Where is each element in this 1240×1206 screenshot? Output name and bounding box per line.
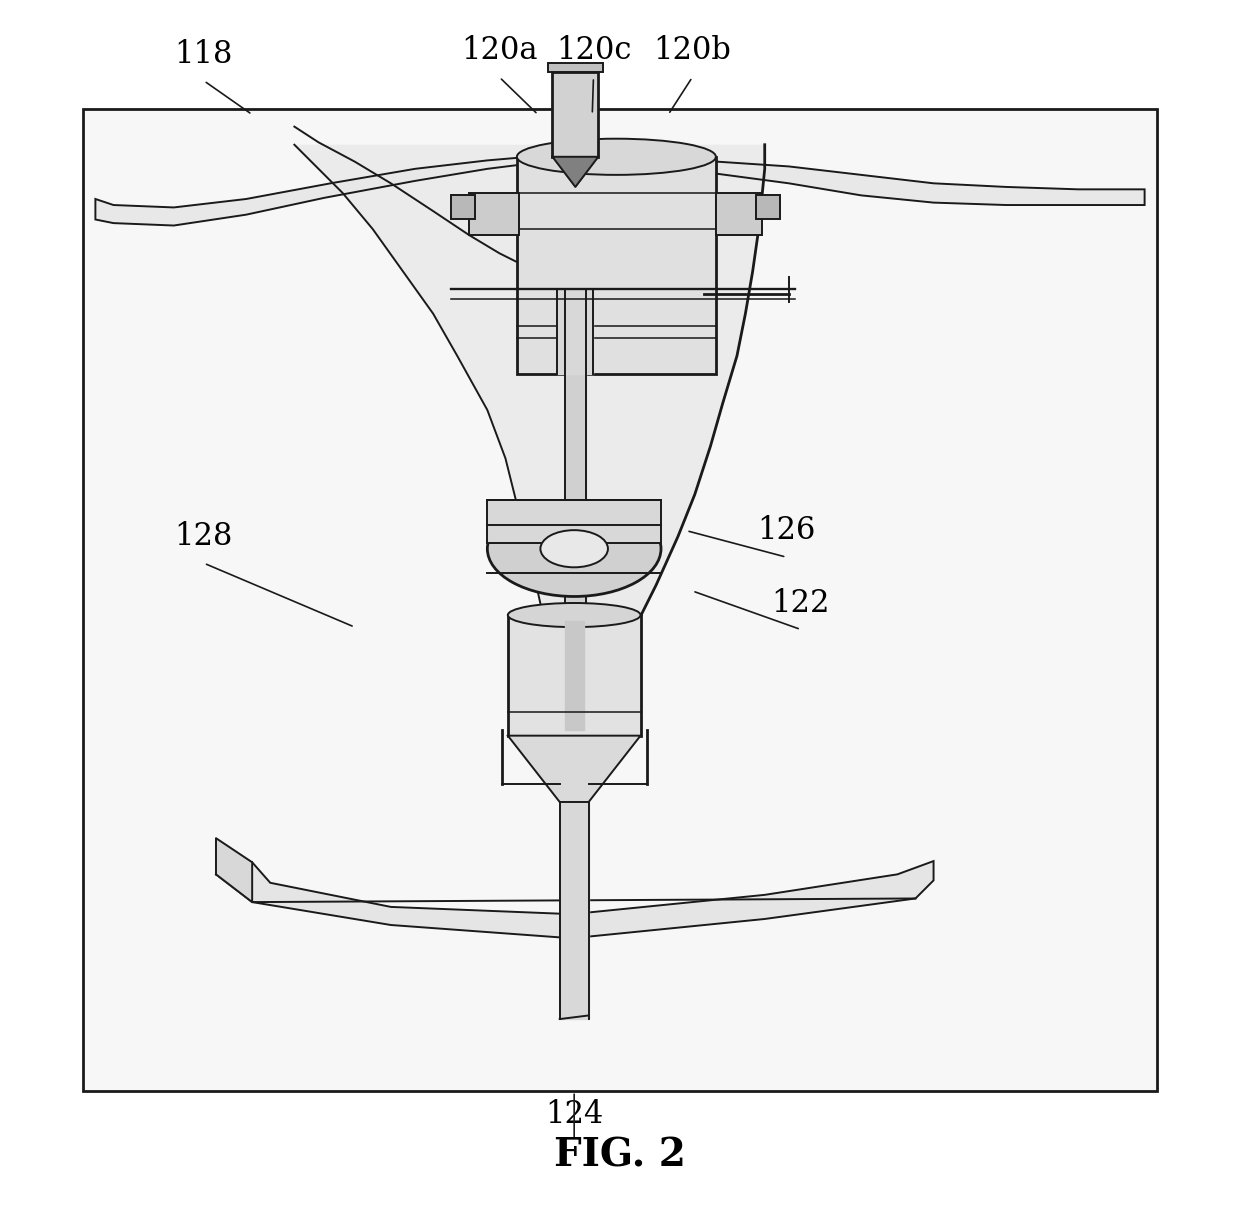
Bar [83, 109, 1157, 1091]
Polygon shape [95, 157, 536, 226]
Text: 120c: 120c [556, 35, 631, 66]
Polygon shape [564, 621, 584, 730]
Bar [717, 193, 763, 235]
Text: 126: 126 [758, 515, 816, 546]
Polygon shape [216, 838, 252, 902]
Text: 124: 124 [546, 1099, 604, 1130]
Bar [756, 195, 780, 219]
Bar [487, 500, 661, 543]
Polygon shape [557, 289, 594, 374]
Text: 120b: 120b [653, 35, 732, 66]
Polygon shape [668, 159, 1145, 205]
Bar [517, 157, 717, 374]
Ellipse shape [541, 531, 608, 567]
Bar [83, 109, 1157, 1091]
Text: 122: 122 [771, 587, 830, 619]
Polygon shape [508, 736, 641, 802]
Polygon shape [559, 802, 589, 1019]
Bar [469, 193, 518, 235]
Polygon shape [294, 145, 765, 724]
Text: 118: 118 [175, 39, 233, 70]
Bar [451, 195, 475, 219]
Bar [548, 63, 603, 72]
Polygon shape [553, 157, 598, 187]
Text: 120a: 120a [461, 35, 538, 66]
Bar [553, 72, 598, 157]
Text: 128: 128 [175, 521, 233, 552]
Text: FIG. 2: FIG. 2 [554, 1136, 686, 1175]
Ellipse shape [487, 500, 661, 597]
Ellipse shape [517, 139, 715, 175]
Polygon shape [216, 856, 934, 938]
Bar [508, 615, 641, 736]
Ellipse shape [508, 603, 641, 627]
Polygon shape [564, 289, 587, 736]
